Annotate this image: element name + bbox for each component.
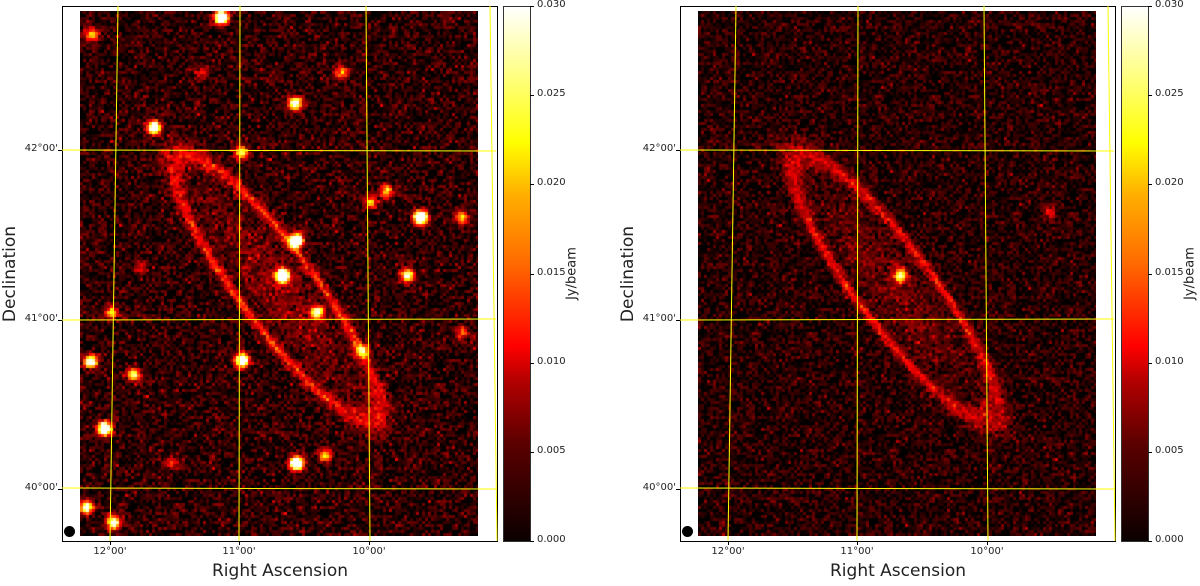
colorbar-tick-label: 0.020 [1155,177,1184,189]
grid-line-ra-12 [109,5,119,542]
x-tick-mark [239,541,240,545]
plot-panel-right: 42°00' 41°00' 40°00' 12°00' 11°00' 10°00' Righ… [618,0,1200,586]
grid-line-ra-9 [489,5,498,542]
x-axis-label: Right Ascension [830,561,966,581]
colorbar-tick-label: 0.025 [537,88,566,100]
coordinate-grid [679,5,1116,542]
grid-line-dec-42 [61,149,497,152]
x-tick-mark [987,541,988,545]
y-tick-mark [58,320,62,321]
colorbar-tick-label: 0.000 [1155,534,1184,545]
coordinate-grid [61,5,498,542]
colorbar-tick-mark [1148,6,1152,7]
colorbar-tick-mark [1148,184,1152,186]
grid-line-ra-12 [727,5,737,542]
y-axis-label: Declination [0,225,20,323]
colorbar-tick-mark [530,6,534,7]
y-tick-label: 41°00' [642,313,676,324]
colorbar-tick-mark [530,541,534,542]
x-tick-label: 12°00' [711,546,745,557]
grid-line-ra-11 [856,5,859,542]
grid-line-ra-10 [983,5,989,542]
colorbar-tick-mark [530,362,534,364]
y-tick-label: 40°00' [24,482,58,493]
colorbar-tick-mark [1148,273,1152,275]
grid-line-dec-40 [61,487,497,490]
y-tick-mark [676,489,680,490]
grid-line-dec-40 [679,487,1115,490]
y-tick-mark [58,489,62,490]
colorbar-tick-label: 0.005 [1155,444,1184,456]
radio-image [80,11,478,536]
axes-frame [680,6,1116,542]
y-tick-label: 40°00' [642,482,676,493]
colorbar-tick-label: 0.030 [537,0,566,10]
x-tick-label: 10°00' [970,546,1004,557]
colorbar-tick-label: 0.015 [1155,266,1184,278]
grid-line-ra-9 [1107,5,1116,542]
radio-image [698,11,1096,536]
colorbar-tick-label: 0.000 [537,534,566,545]
plot-panel-left: 42°00' 41°00' 40°00' 12°00' 11°00' 10°00' Righ… [0,0,580,581]
grid-line-dec-42 [679,149,1115,152]
colorbar-tick-mark [530,451,534,453]
beam-ellipse [64,526,75,537]
x-tick-mark [110,541,111,545]
x-tick-mark [728,541,729,545]
colorbar-tick-label: 0.025 [1155,88,1184,100]
x-tick-label: 11°00' [222,546,256,557]
y-tick-mark [676,150,680,151]
grid-line-dec-41 [679,318,1115,321]
colorbar [503,6,531,542]
colorbar-tick-label: 0.005 [537,444,566,456]
colorbar-tick-mark [530,184,534,186]
y-tick-mark [58,150,62,151]
x-tick-label: 12°00' [93,546,127,557]
colorbar-tick-mark [530,95,534,97]
colorbar-tick-mark [1148,451,1152,453]
colorbar-tick-mark [1148,362,1152,364]
y-tick-label: 41°00' [24,313,58,324]
colorbar-tick-label: 0.015 [537,266,566,278]
x-axis-label: Right Ascension [212,561,348,581]
y-tick-mark [676,320,680,321]
grid-line-dec-41 [61,318,497,321]
y-tick-label: 42°00' [24,143,58,154]
colorbar-tick-mark [1148,95,1152,97]
colorbar-tick-label: 0.030 [1155,0,1184,10]
colorbar-tick-label: 0.010 [537,355,566,367]
grid-line-ra-10 [365,5,371,542]
colorbar-tick-mark [530,273,534,275]
grid-line-ra-11 [238,5,241,542]
colorbar-tick-label: 0.010 [1155,355,1184,367]
colorbar-label: Jy/beam [1182,247,1198,300]
y-tick-label: 42°00' [642,143,676,154]
x-tick-mark [369,541,370,545]
x-tick-label: 11°00' [840,546,874,557]
colorbar-tick-mark [1148,541,1152,542]
axes-frame [62,6,498,542]
y-axis-label: Declination [618,225,638,323]
colorbar [1121,6,1149,542]
colorbar-tick-label: 0.020 [537,177,566,189]
x-tick-mark [857,541,858,545]
beam-ellipse [682,526,693,537]
colorbar-label: Jy/beam [564,247,580,300]
x-tick-label: 10°00' [352,546,386,557]
